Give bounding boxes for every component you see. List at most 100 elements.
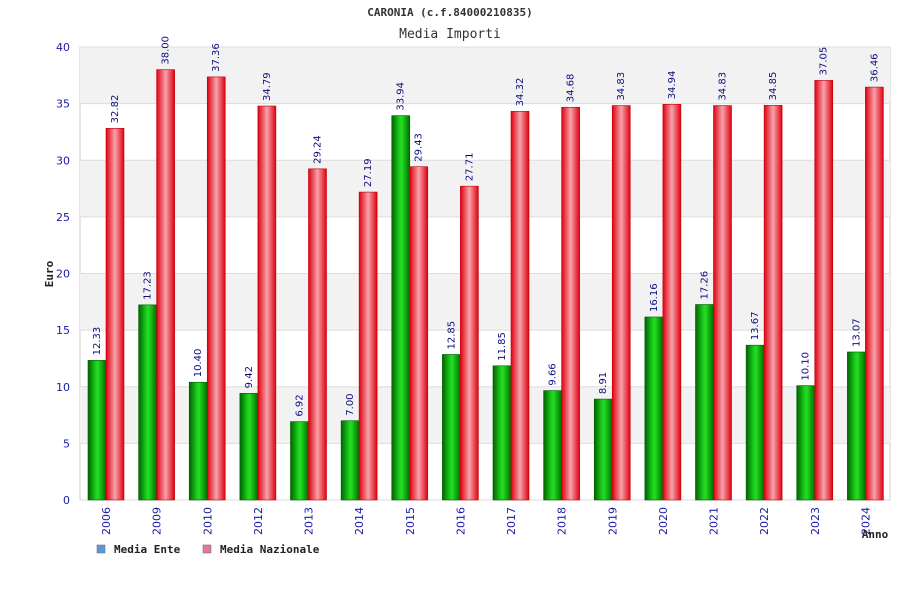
x-tick-label: 2014 — [353, 507, 366, 535]
value-label: 27.19 — [363, 158, 374, 187]
value-label: 34.83 — [616, 72, 627, 101]
bar-media-nazionale-2022 — [763, 105, 783, 501]
bar-media-nazionale-2019 — [611, 105, 631, 501]
legend-label-media-ente: Media Ente — [114, 543, 181, 556]
value-label: 37.05 — [819, 47, 830, 76]
y-tick-label: 20 — [56, 268, 70, 281]
value-label: 34.32 — [515, 78, 526, 107]
x-tick-label: 2006 — [100, 507, 113, 535]
bar-media-nazionale-2016 — [460, 185, 479, 501]
value-label: 13.07 — [851, 318, 862, 347]
bar-media-nazionale-2014 — [358, 191, 378, 501]
value-label: 29.24 — [313, 135, 324, 164]
bar-media-nazionale-2021 — [713, 105, 732, 501]
bar-media-nazionale-2018 — [561, 106, 580, 501]
value-label: 12.85 — [446, 321, 457, 350]
value-label: 10.40 — [193, 349, 204, 378]
value-label: 32.82 — [110, 95, 121, 124]
value-label: 10.10 — [801, 352, 812, 381]
chart-title: CARONIA (c.f.84000210835) — [367, 6, 533, 19]
x-tick-label: 2024 — [859, 507, 872, 535]
bar-media-ente-2023 — [796, 385, 816, 501]
x-tick-label: 2010 — [201, 507, 214, 535]
value-label: 9.66 — [548, 363, 559, 385]
x-tick-label: 2012 — [252, 507, 265, 535]
legend-swatch-media-ente — [96, 544, 106, 554]
y-tick-label: 0 — [63, 494, 70, 507]
bar-media-ente-2013 — [290, 421, 309, 501]
bars — [87, 69, 884, 501]
value-label: 27.71 — [464, 153, 475, 182]
value-label: 38.00 — [161, 36, 172, 65]
value-label: 8.91 — [598, 372, 609, 394]
bar-media-ente-2015 — [391, 115, 411, 501]
value-label: 9.42 — [244, 366, 255, 388]
value-label: 34.68 — [566, 74, 577, 103]
bar-media-ente-2019 — [593, 398, 613, 501]
y-tick-label: 30 — [56, 154, 70, 167]
value-label: 16.16 — [649, 283, 660, 312]
y-tick-label: 10 — [56, 381, 70, 394]
chart-subtitle: Media Importi — [399, 27, 501, 42]
legend: Media Ente Media Nazionale — [96, 543, 320, 556]
bar-media-ente-2021 — [695, 304, 714, 501]
value-label: 6.92 — [295, 394, 306, 416]
value-label: 33.94 — [396, 82, 407, 111]
bar-media-nazionale-2024 — [865, 86, 884, 501]
x-axis-label: Anno — [862, 528, 889, 541]
value-labels: 12.33 32.82 17.23 38.00 10.40 37.36 9.42 34.79 6… — [92, 36, 880, 417]
value-label: 11.85 — [497, 332, 508, 361]
x-tick-label: 2018 — [556, 507, 569, 535]
x-tick-label: 2023 — [809, 507, 822, 535]
bar-media-ente-2017 — [492, 365, 512, 501]
bar-media-ente-2024 — [847, 351, 866, 501]
bar-media-ente-2022 — [745, 344, 765, 501]
bar-media-nazionale-2006 — [105, 128, 125, 501]
value-label: 36.46 — [869, 53, 880, 82]
x-tick-label: 2021 — [708, 507, 721, 535]
x-tick-label: 2009 — [151, 507, 164, 535]
bar-media-ente-2016 — [442, 354, 461, 501]
value-label: 12.33 — [92, 327, 103, 356]
y-axis-label: Euro — [43, 260, 56, 287]
value-label: 34.85 — [768, 72, 779, 101]
value-label: 29.43 — [414, 133, 425, 162]
bar-media-ente-2010 — [188, 381, 208, 501]
x-tick-label: 2013 — [303, 507, 316, 535]
value-label: 17.26 — [700, 271, 711, 300]
value-label: 34.94 — [667, 71, 678, 100]
y-tick-label: 25 — [56, 211, 70, 224]
x-tick-label: 2017 — [505, 507, 518, 535]
value-label: 34.79 — [262, 72, 273, 101]
y-tick-label: 15 — [56, 324, 70, 337]
legend-swatch-media-nazionale — [202, 544, 212, 554]
bar-media-nazionale-2017 — [510, 111, 530, 501]
bar-media-nazionale-2010 — [206, 76, 226, 501]
x-tick-label: 2022 — [758, 507, 771, 535]
value-label: 37.36 — [211, 43, 222, 72]
bar-media-ente-2009 — [138, 304, 157, 501]
legend-label-media-nazionale: Media Nazionale — [220, 543, 320, 556]
bar-media-ente-2012 — [239, 393, 259, 501]
bar-media-ente-2018 — [543, 390, 562, 501]
bar-media-nazionale-2012 — [257, 105, 277, 501]
bar-media-nazionale-2015 — [409, 166, 429, 501]
bar-media-ente-2020 — [644, 316, 664, 501]
bar-media-nazionale-2020 — [662, 104, 682, 501]
y-tick-label: 35 — [56, 98, 70, 111]
value-label: 13.67 — [750, 312, 761, 341]
bar-media-ente-2006 — [87, 360, 107, 501]
value-label: 34.83 — [718, 72, 729, 101]
y-axis-ticks: 0 5 10 15 20 25 30 35 40 — [56, 41, 70, 507]
x-tick-label: 2019 — [606, 507, 619, 535]
x-axis-ticks: 2006 2009 2010 2012 2013 2014 2015 2016 2017 2018… — [100, 507, 872, 535]
value-label: 17.23 — [143, 271, 154, 300]
x-tick-label: 2016 — [454, 507, 467, 535]
y-tick-label: 5 — [63, 437, 70, 450]
value-label: 7.00 — [345, 393, 356, 415]
x-tick-label: 2015 — [404, 507, 417, 535]
bar-media-ente-2014 — [340, 420, 360, 501]
y-tick-label: 40 — [56, 41, 70, 54]
bar-media-nazionale-2009 — [156, 69, 175, 501]
